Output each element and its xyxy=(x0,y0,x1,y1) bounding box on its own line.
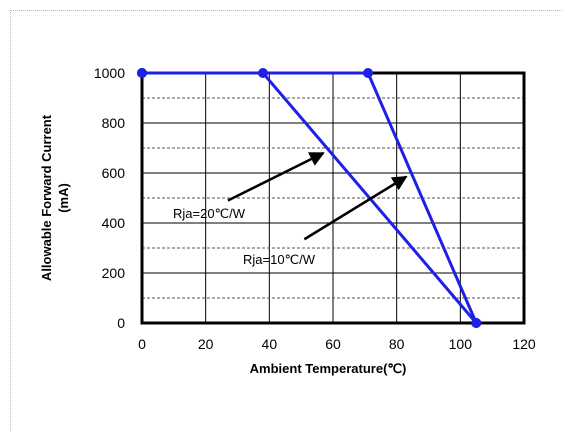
series xyxy=(137,68,482,328)
x-tick-label: 100 xyxy=(449,336,473,352)
series-point xyxy=(363,68,374,78)
y-tick-label: 400 xyxy=(102,215,126,231)
x-tick-labels: 0 20 40 60 80 100 120 xyxy=(138,336,536,352)
y-tick-label: 0 xyxy=(117,315,125,331)
annotation-rja-10: Rja=10℃/W xyxy=(243,252,316,267)
annotation-rja-20: Rja=20℃/W xyxy=(173,206,246,221)
x-tick-label: 20 xyxy=(198,336,214,352)
y-tick-label: 800 xyxy=(102,115,126,131)
x-tick-label: 120 xyxy=(512,336,536,352)
series-point xyxy=(137,68,147,78)
annotation-arrow-0 xyxy=(227,151,325,202)
y-tick-label: 200 xyxy=(102,265,126,281)
y-axis-label-line2: (mA) xyxy=(56,183,71,213)
x-tick-label: 80 xyxy=(389,336,405,352)
grid xyxy=(142,73,524,323)
chart-frame xyxy=(10,10,562,431)
annotation-arrows xyxy=(227,151,408,241)
x-tick-label: 40 xyxy=(262,336,278,352)
y-tick-labels: 0 200 400 600 800 1000 xyxy=(94,65,125,331)
x-tick-label: 60 xyxy=(325,336,341,352)
y-axis-label-line1: Allowable Forward Current xyxy=(39,114,54,281)
series-point xyxy=(471,318,482,328)
x-tick-label: 0 xyxy=(138,336,146,352)
x-axis-label: Ambient Temperature(℃) xyxy=(250,361,407,376)
y-tick-label: 1000 xyxy=(94,65,125,81)
y-tick-label: 600 xyxy=(102,165,126,181)
annotation-arrow-1 xyxy=(303,175,408,241)
